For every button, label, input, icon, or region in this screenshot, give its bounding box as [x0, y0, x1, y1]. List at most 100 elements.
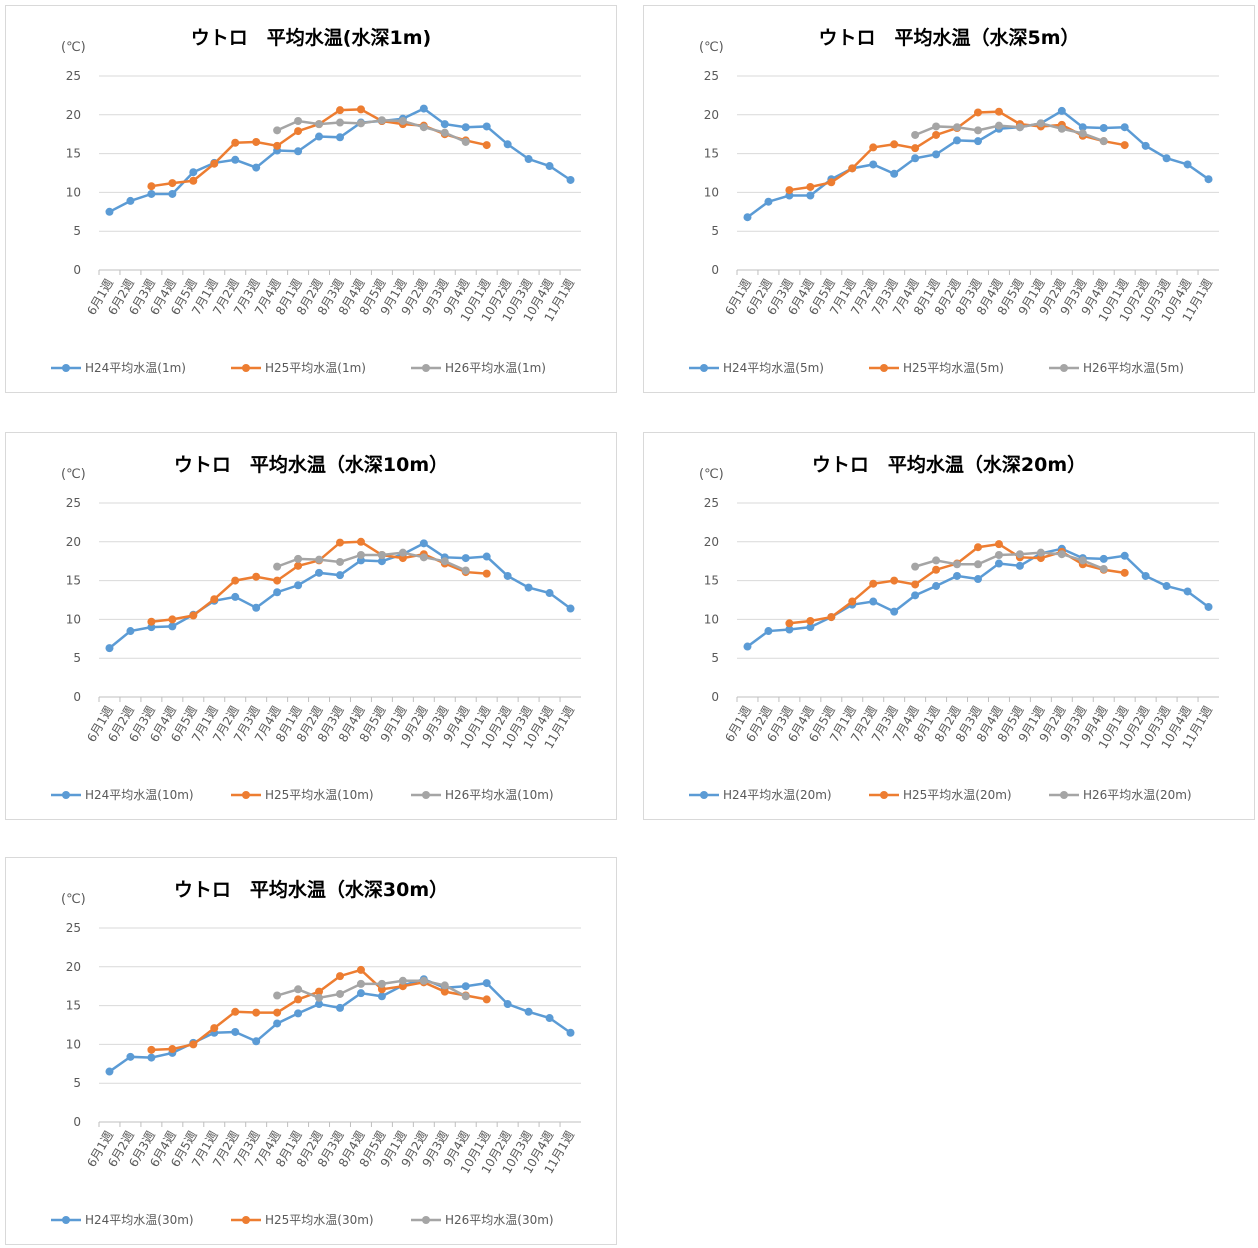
y-tick-label: 10: [66, 1037, 81, 1051]
data-point: [994, 121, 1003, 130]
data-point: [336, 106, 344, 115]
legend-marker: [880, 791, 888, 799]
data-point: [231, 155, 240, 164]
y-tick-label: 10: [66, 612, 81, 626]
data-point: [189, 1040, 198, 1049]
series-line: [151, 540, 487, 623]
data-point: [1036, 119, 1045, 128]
data-point: [545, 1014, 554, 1023]
data-point: [419, 104, 428, 113]
unit-label: (℃): [699, 40, 724, 55]
unit-label: (℃): [61, 40, 86, 55]
data-point: [890, 576, 899, 585]
data-point: [377, 992, 386, 1001]
data-point: [168, 622, 177, 631]
data-point: [336, 538, 344, 547]
y-tick-label: 5: [73, 224, 81, 238]
legend-label: H26平均水温(10m): [445, 788, 554, 802]
data-point: [503, 571, 512, 580]
data-point: [482, 552, 491, 561]
unit-label: (℃): [699, 467, 724, 482]
data-point: [827, 178, 836, 187]
data-point: [356, 965, 365, 974]
y-tick-label: 20: [66, 960, 81, 974]
data-point: [461, 982, 470, 991]
data-point: [785, 186, 794, 195]
data-point: [1099, 554, 1108, 563]
data-point: [524, 1007, 533, 1016]
y-tick-label: 25: [66, 69, 81, 83]
data-point: [953, 136, 962, 145]
legend-label: H24平均水温(5m): [723, 361, 824, 375]
chart: ウトロ 平均水温（水深20m）(℃)05101520256月1週6月2週6月3週…: [689, 453, 1219, 802]
data-point: [294, 581, 303, 590]
data-point: [440, 981, 449, 990]
data-point: [189, 611, 198, 620]
data-point: [315, 555, 324, 564]
y-tick-label: 0: [711, 690, 719, 704]
data-point: [168, 615, 177, 624]
data-point: [764, 197, 773, 206]
data-point: [566, 1028, 575, 1037]
data-point: [168, 179, 177, 188]
data-point: [273, 1008, 282, 1017]
data-point: [398, 548, 407, 557]
data-point: [1120, 141, 1129, 150]
y-tick-label: 25: [704, 496, 719, 510]
legend-marker: [1060, 791, 1068, 799]
data-point: [231, 138, 240, 147]
data-point: [1078, 123, 1087, 132]
data-point: [482, 979, 491, 988]
data-point: [974, 560, 982, 569]
data-point: [806, 191, 815, 200]
data-point: [545, 162, 554, 171]
data-point: [356, 105, 365, 114]
data-point: [1120, 568, 1129, 577]
data-point: [911, 562, 920, 571]
data-point: [252, 1037, 261, 1046]
legend-marker: [242, 791, 250, 799]
data-point: [994, 540, 1003, 549]
data-point: [764, 627, 773, 636]
legend-label: H24平均水温(30m): [85, 1213, 194, 1227]
data-point: [1204, 602, 1213, 611]
y-tick-label: 5: [73, 1076, 81, 1090]
data-point: [315, 132, 324, 141]
data-point: [294, 147, 303, 156]
y-tick-label: 5: [73, 651, 81, 665]
data-point: [336, 1003, 344, 1012]
chart: ウトロ 平均水温（水深30m）(℃)05101520256月1週6月2週6月3週…: [51, 878, 581, 1227]
legend-label: H26平均水温(30m): [445, 1213, 554, 1227]
data-point: [932, 150, 941, 159]
data-point: [974, 108, 982, 117]
chart-title: ウトロ 平均水温（水深30m）: [174, 878, 448, 901]
chart: ウトロ 平均水温（水深10m）(℃)05101520256月1週6月2週6月3週…: [51, 453, 581, 802]
data-point: [315, 568, 324, 577]
legend-marker: [422, 1216, 430, 1224]
data-point: [356, 537, 365, 546]
y-tick-label: 0: [711, 263, 719, 277]
y-tick-label: 25: [704, 69, 719, 83]
data-point: [315, 993, 324, 1002]
data-point: [147, 1053, 156, 1062]
data-point: [911, 154, 920, 163]
legend-marker: [422, 791, 430, 799]
data-point: [785, 619, 794, 628]
data-point: [1204, 175, 1213, 184]
legend-marker: [62, 791, 70, 799]
data-point: [377, 116, 386, 125]
legend-marker: [700, 791, 708, 799]
data-point: [189, 168, 198, 177]
data-point: [974, 543, 982, 552]
y-tick-label: 5: [711, 651, 719, 665]
data-point: [252, 137, 261, 146]
legend-label: H26平均水温(1m): [445, 361, 546, 375]
data-point: [482, 141, 491, 150]
data-point: [869, 143, 878, 152]
series-line: [276, 979, 467, 1000]
data-point: [336, 133, 344, 142]
data-point: [336, 972, 344, 981]
legend-marker: [242, 364, 250, 372]
y-tick-label: 0: [73, 263, 81, 277]
